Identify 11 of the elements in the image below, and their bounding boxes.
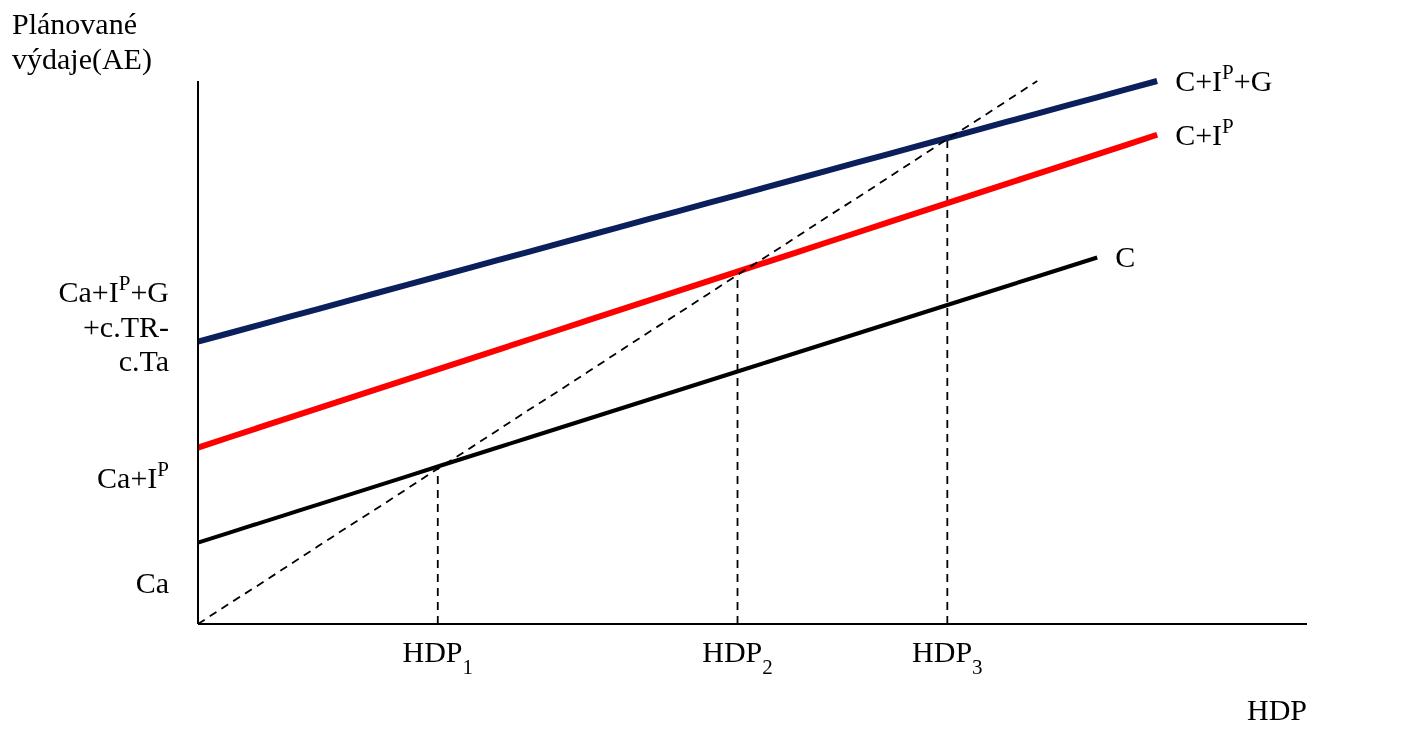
text: Ca: [135, 566, 169, 599]
series-label: C+I$^{P}$: [1175, 113, 1234, 151]
series-label: C+I$^{P}$+G: [1175, 60, 1273, 97]
series-label: C: [1115, 240, 1136, 274]
x-tick-label: HDP$_{1}$: [402, 635, 474, 679]
x-axis-title: HDP: [1246, 693, 1307, 726]
text: Ca+I$^{P}$+G +c.TR- c.Ta: [58, 271, 169, 377]
x-tick-label: HDP$_{2}$: [702, 635, 773, 679]
x-tick-label: HDP$_{3}$: [912, 635, 983, 679]
text: Ca+I$^{P}$: [97, 457, 169, 494]
y-axis-title: Plánované výdaje(AE): [12, 7, 152, 76]
